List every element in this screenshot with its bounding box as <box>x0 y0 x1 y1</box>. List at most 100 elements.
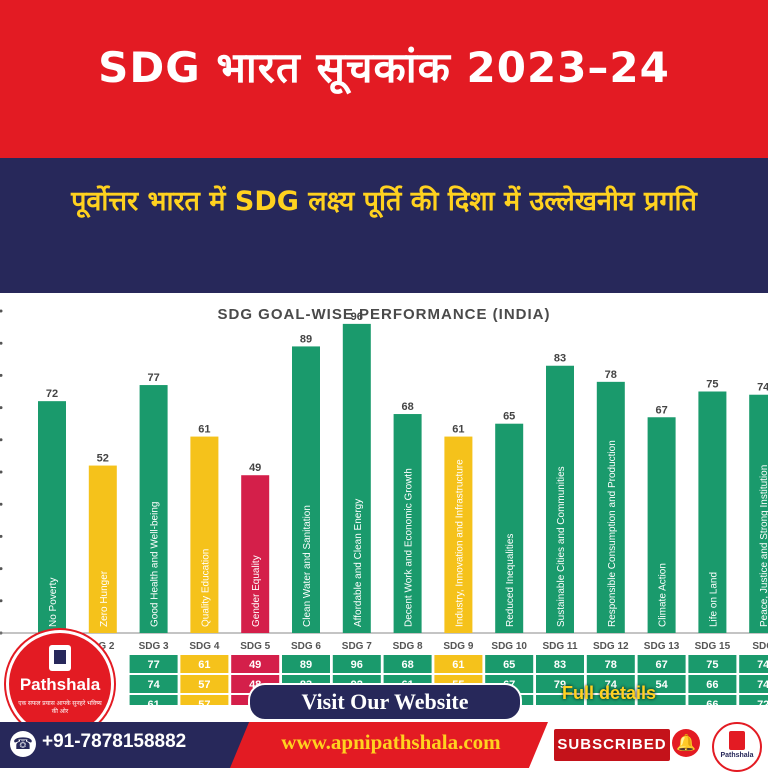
bar-category-label: Industry, Innovation and Infrastructure <box>454 459 465 627</box>
bar-6 <box>292 346 320 633</box>
table-cell <box>536 675 584 693</box>
y-tick-mark <box>0 406 3 410</box>
table-cell <box>637 695 686 705</box>
table-cell-value: 67 <box>655 659 667 671</box>
page-subtitle: पूर्वोत्तर भारत में SDG लक्ष्य पूर्ति की… <box>71 186 697 217</box>
table-cell <box>129 655 178 673</box>
table-cell <box>688 655 737 673</box>
bar-1 <box>38 401 66 633</box>
table-cell-value: 65 <box>503 659 515 671</box>
bar-value-label: 72 <box>46 388 58 400</box>
bar-2 <box>88 465 117 633</box>
pathshala-mini-logo: Pathshala <box>712 722 762 772</box>
table-cell-value: 83 <box>554 659 566 671</box>
bar-category-label: Gender Equality <box>251 555 262 627</box>
sdg-column-label: SDG 12 <box>593 641 629 652</box>
url-box <box>230 722 548 768</box>
table-cell <box>231 655 280 673</box>
table-cell <box>688 695 737 705</box>
website-url[interactable]: www.apnipathshala.com <box>281 730 501 754</box>
bar-value-label: 67 <box>655 404 667 416</box>
table-cell-value: 75 <box>706 659 718 671</box>
sdg-column-label: SDG 4 <box>189 641 219 652</box>
logo-brand: Pathshala <box>19 675 101 694</box>
table-cell <box>434 655 483 673</box>
table-cell <box>282 655 330 673</box>
table-cell-value: 78 <box>605 659 617 671</box>
table-cell <box>688 675 737 693</box>
table-cell <box>536 655 584 673</box>
bar-category-label: Responsible Consumption and Production <box>607 440 618 627</box>
table-cell-value: 61 <box>147 699 159 705</box>
sdg-column-label: SDG 15 <box>695 641 731 652</box>
table-cell-value: 74 <box>147 679 160 691</box>
sdg-column-label: SDG 11 <box>542 641 577 652</box>
table-cell-value: 74 <box>605 679 618 691</box>
y-tick-mark <box>0 341 3 345</box>
bar-value-label: 65 <box>503 411 515 423</box>
y-tick-mark <box>0 502 3 506</box>
bar-value-label: 52 <box>97 453 109 465</box>
sdg-bar-chart: 72 No Poverty 52 Zero Hunger 77 Good Health a… <box>0 309 768 705</box>
mini-logo-text: Pathshala <box>720 752 754 759</box>
bar-value-label: 68 <box>401 401 413 413</box>
table-cell <box>586 695 635 705</box>
sdg-column-label: DG 2 <box>91 641 115 652</box>
table-cell-value: 49 <box>249 659 261 671</box>
table-cell-value: 96 <box>351 659 363 671</box>
bar-value-label: 61 <box>452 424 464 436</box>
bar-5 <box>241 475 270 633</box>
bar-13 <box>647 417 676 633</box>
bar-value-label: 83 <box>554 353 566 365</box>
bar-value-label: 77 <box>147 372 159 384</box>
table-cell-value: 66 <box>706 679 718 691</box>
y-tick-mark <box>0 438 3 442</box>
subscribe-button[interactable]: SUBSCRIBED <box>552 727 672 763</box>
sdg-column-label: SDG 3 <box>139 641 169 652</box>
table-cell <box>180 655 229 673</box>
full-details-label[interactable]: Full details <box>562 683 657 703</box>
table-cell <box>739 695 768 705</box>
sdg-column-label: SDG 7 <box>342 641 372 652</box>
bar-value-label: 74 <box>757 382 768 394</box>
phone-icon: ☎ <box>10 731 36 757</box>
y-tick-mark <box>0 309 3 313</box>
bar-4 <box>190 436 219 633</box>
sdg-column-label: SDG 6 <box>291 641 321 652</box>
bar-15 <box>749 394 768 633</box>
book-icon <box>729 731 745 750</box>
table-cell <box>129 675 178 693</box>
table-cell <box>383 655 432 673</box>
y-tick-mark <box>0 373 3 377</box>
phone-number[interactable]: +91-7878158882 <box>42 731 187 752</box>
bar-12 <box>596 381 625 633</box>
title-banner <box>0 0 768 158</box>
y-tick-mark <box>0 470 3 474</box>
table-cell <box>485 655 534 673</box>
y-tick-mark <box>0 534 3 538</box>
bar-category-label: Quality Education <box>200 549 211 627</box>
bar-category-label: Affordable and Clean Energy <box>353 499 364 627</box>
bar-value-label: 89 <box>300 333 312 345</box>
sdg-column-label: SDG <box>752 641 768 652</box>
table-cell <box>180 675 229 693</box>
page-title: SDG भारत सूचकांक 2023–24 <box>98 43 670 92</box>
table-cell-value: 57 <box>198 699 210 705</box>
sdg-column-label: SDG 10 <box>491 641 527 652</box>
table-cell-value: 77 <box>147 659 159 671</box>
bar-value-label: 75 <box>706 379 718 391</box>
bar-9 <box>444 436 473 633</box>
y-tick-mark <box>0 599 3 603</box>
bar-3 <box>139 385 168 633</box>
bar-7 <box>342 323 371 633</box>
visit-website-button[interactable]: Visit Our Website <box>248 683 522 721</box>
bell-icon[interactable]: 🔔 <box>672 729 700 757</box>
bar-value-label: 61 <box>198 424 210 436</box>
bar-value-label: 96 <box>351 311 363 323</box>
table-cell-value: 89 <box>300 659 312 671</box>
bar-10 <box>495 423 524 633</box>
table-header-bg <box>0 635 768 655</box>
phone-box <box>0 722 250 768</box>
sdg-column-label: SDG 8 <box>393 641 423 652</box>
table-cell <box>332 655 381 673</box>
